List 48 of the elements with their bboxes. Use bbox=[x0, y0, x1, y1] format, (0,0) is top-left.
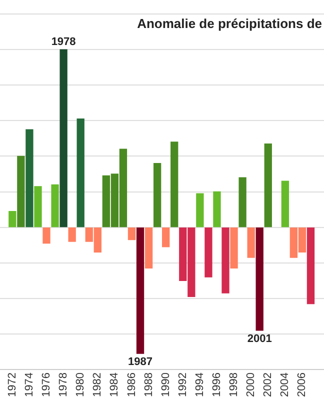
x-tick-label: 1982 bbox=[92, 372, 104, 398]
x-tick-label: 1994 bbox=[194, 372, 206, 398]
x-tick-label: 1984 bbox=[108, 372, 121, 398]
bar bbox=[60, 49, 68, 228]
bar bbox=[264, 143, 272, 228]
x-tick-label: 2006 bbox=[296, 372, 308, 398]
bar bbox=[170, 142, 178, 228]
bar bbox=[162, 227, 170, 248]
annotation: 2001 bbox=[247, 332, 272, 345]
annotation: 1978 bbox=[51, 36, 76, 48]
bar bbox=[213, 191, 221, 228]
x-tick-label: 1990 bbox=[160, 372, 172, 398]
bar bbox=[247, 227, 255, 258]
x-tick-label: 1980 bbox=[74, 372, 87, 398]
bar bbox=[17, 156, 25, 228]
x-tick-label: 2000 bbox=[245, 372, 258, 398]
bar bbox=[128, 227, 136, 240]
x-tick-label: 1974 bbox=[23, 372, 36, 398]
bar bbox=[153, 162, 162, 228]
bar bbox=[230, 227, 238, 269]
bar bbox=[144, 227, 153, 269]
bar bbox=[51, 184, 59, 228]
chart-title: Anomalie de précipitations de bbox=[137, 16, 322, 32]
bar bbox=[256, 227, 264, 331]
bar bbox=[34, 186, 42, 228]
bar bbox=[68, 227, 76, 242]
bar bbox=[306, 227, 315, 304]
x-tick-label: 1992 bbox=[176, 372, 189, 398]
bar bbox=[281, 180, 289, 228]
x-tick-label: 2002 bbox=[262, 372, 274, 398]
bar bbox=[204, 227, 212, 278]
x-tick-label: 1986 bbox=[126, 372, 138, 398]
bar bbox=[222, 227, 230, 294]
x-tick-label: 1978 bbox=[58, 372, 70, 398]
x-tick-label: 1996 bbox=[211, 372, 224, 398]
bar bbox=[136, 227, 144, 354]
x-tick-label: 1998 bbox=[228, 372, 240, 398]
bar bbox=[26, 129, 34, 228]
bar bbox=[8, 210, 16, 228]
bar bbox=[42, 227, 50, 244]
bar bbox=[196, 193, 204, 228]
x-tick-label: 2004 bbox=[279, 372, 292, 398]
annotation: 1987 bbox=[128, 356, 153, 368]
bar bbox=[238, 177, 246, 228]
x-tick-label: 1988 bbox=[142, 372, 155, 398]
x-tick-label: 1972 bbox=[6, 372, 18, 398]
bar bbox=[76, 118, 84, 228]
x-tick-label: 1976 bbox=[40, 372, 53, 398]
